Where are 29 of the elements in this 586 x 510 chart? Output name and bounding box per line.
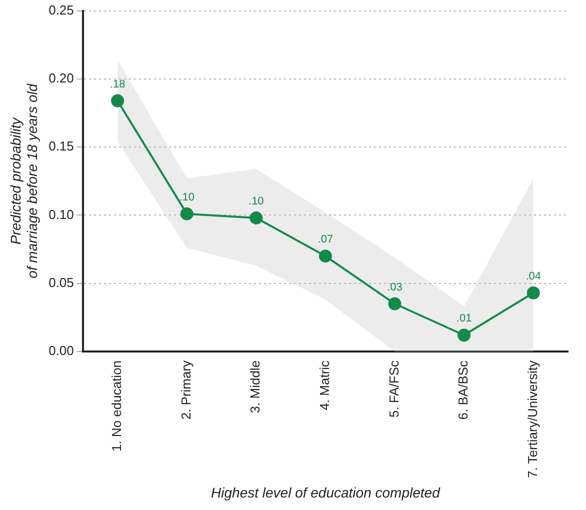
- x-tick-label: 1. No education: [109, 360, 124, 452]
- x-tick-label: 5. FA/FSc: [386, 360, 402, 418]
- y-tick-label: 0.10: [48, 206, 74, 222]
- y-tick-label: 0.00: [48, 343, 74, 358]
- y-tick-label: 0.25: [48, 2, 74, 18]
- y-tick-label: 0.05: [48, 274, 74, 290]
- point: [111, 94, 124, 108]
- point: [318, 250, 332, 263]
- y-axis-title: Predicted probability of marriage before 18 years old: [7, 82, 40, 278]
- data-label: .07: [318, 234, 334, 246]
- data-label: .03: [387, 281, 402, 294]
- data-label: .10: [179, 191, 194, 204]
- x-axis-title: Highest level of education completed: [211, 484, 442, 500]
- point: [526, 286, 540, 300]
- x-tick-label: 7. Tertiary/University: [524, 360, 540, 478]
- x-tick-label: 3. Middle: [248, 360, 263, 414]
- point: [180, 207, 194, 220]
- x-tick-label: 6. BA/BSc: [456, 360, 471, 420]
- data-label: .01: [456, 312, 472, 325]
- data-label: .10: [248, 195, 264, 208]
- point: [388, 297, 402, 310]
- x-tick-label: 2. Primary: [178, 360, 194, 420]
- point: [458, 328, 471, 342]
- y-tick-label: 0.15: [48, 138, 74, 154]
- x-tick-label: 4. Matric: [317, 360, 332, 410]
- point: [250, 211, 263, 224]
- data-label: .04: [526, 270, 541, 282]
- data-label: .18: [110, 78, 126, 90]
- y-tick-label: 0.20: [48, 70, 74, 86]
